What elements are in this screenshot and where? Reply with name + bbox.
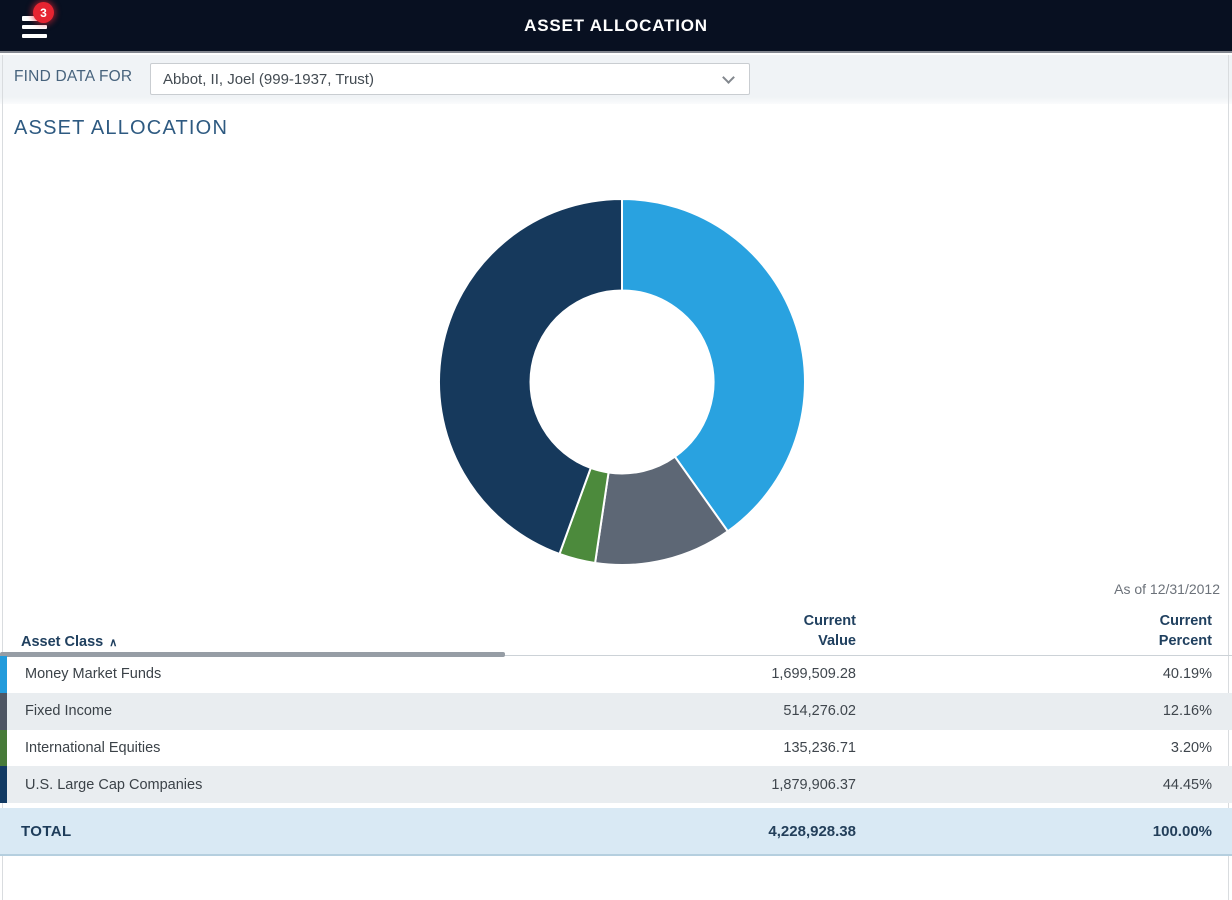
- current-value-cell: 135,236.71: [783, 739, 856, 756]
- donut-slice-u-s-large-cap-companies[interactable]: [437, 197, 623, 556]
- content-right-border: [1228, 55, 1229, 900]
- allocation-donut-chart[interactable]: [432, 192, 812, 572]
- current-percent-cell: 12.16%: [1162, 703, 1212, 720]
- current-percent-header-line1: Current: [1159, 613, 1212, 629]
- table-row[interactable]: Money Market Funds 1,699,509.28 40.19%: [0, 656, 1232, 693]
- current-value-cell: 1,879,906.37: [771, 776, 856, 793]
- as-of-date: As of 12/31/2012: [1114, 581, 1220, 597]
- row-color-marker: [0, 729, 7, 767]
- table-row[interactable]: U.S. Large Cap Companies 1,879,906.37 44…: [0, 766, 1232, 803]
- total-value: 4,228,928.38: [768, 822, 856, 840]
- column-header-current-percent[interactable]: Current Percent: [1159, 611, 1212, 651]
- current-value-header-line2: Value: [818, 633, 856, 649]
- chevron-down-icon: [722, 71, 735, 84]
- table-header: Asset Class ∧ Current Value Current Perce…: [0, 607, 1232, 657]
- total-row: TOTAL 4,228,928.38 100.00%: [0, 808, 1232, 856]
- app-title: ASSET ALLOCATION: [524, 15, 708, 35]
- asset-class-cell: International Equities: [25, 739, 161, 756]
- asset-class-header-label: Asset Class: [21, 634, 104, 650]
- current-value-cell: 514,276.02: [783, 703, 856, 720]
- row-color-marker: [0, 766, 7, 803]
- sort-ascending-icon: ∧: [109, 637, 118, 649]
- column-header-asset-class[interactable]: Asset Class ∧: [21, 634, 117, 650]
- asset-class-cell: U.S. Large Cap Companies: [25, 776, 203, 793]
- table-row[interactable]: International Equities 135,236.71 3.20%: [0, 729, 1232, 767]
- row-color-marker: [0, 656, 7, 693]
- horizontal-scrollbar-thumb[interactable]: [0, 652, 505, 657]
- asset-class-cell: Fixed Income: [25, 703, 113, 720]
- page-title: ASSET ALLOCATION: [14, 117, 229, 139]
- donut-svg[interactable]: [432, 192, 812, 572]
- current-percent-cell: 44.45%: [1162, 776, 1212, 793]
- current-percent-cell: 3.20%: [1170, 739, 1212, 756]
- current-value-header-line1: Current: [803, 613, 856, 629]
- account-select[interactable]: Abbot, II, Joel (999-1937, Trust): [150, 63, 750, 95]
- find-data-label: FIND DATA FOR: [14, 68, 133, 85]
- notification-badge[interactable]: 3: [33, 2, 54, 23]
- current-percent-cell: 40.19%: [1162, 666, 1212, 683]
- donut-slice-money-market-funds[interactable]: [621, 197, 806, 533]
- account-select-value: Abbot, II, Joel (999-1937, Trust): [163, 70, 374, 88]
- column-header-current-value[interactable]: Current Value: [804, 611, 856, 651]
- total-percent: 100.00%: [1152, 822, 1212, 840]
- asset-class-cell: Money Market Funds: [25, 666, 162, 683]
- table-row[interactable]: Fixed Income 514,276.02 12.16%: [0, 692, 1232, 730]
- total-label: TOTAL: [21, 822, 72, 840]
- row-color-marker: [0, 692, 7, 730]
- app-navbar: 3 ASSET ALLOCATION: [0, 0, 1232, 53]
- content-left-border: [2, 55, 3, 900]
- asset-class-table: Money Market Funds 1,699,509.28 40.19% F…: [0, 656, 1232, 803]
- current-percent-header-line2: Percent: [1158, 633, 1212, 649]
- current-value-cell: 1,699,509.28: [771, 666, 856, 683]
- find-data-bar: FIND DATA FOR Abbot, II, Joel (999-1937,…: [0, 55, 1232, 104]
